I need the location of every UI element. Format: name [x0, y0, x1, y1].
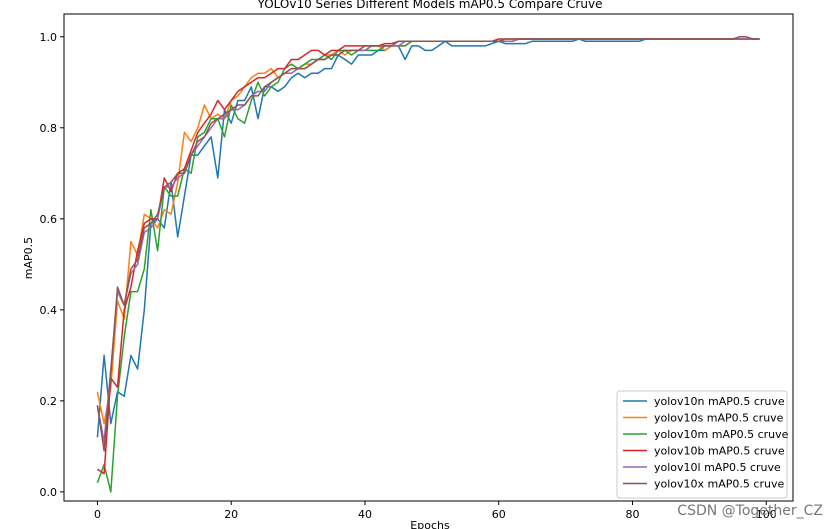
axes-frame: [63, 13, 794, 502]
y-tick-label: 0.6: [40, 213, 58, 226]
y-tick-label: 0.4: [40, 304, 58, 317]
legend-label: yolov10s mAP0.5 cruve: [654, 412, 784, 425]
x-tick-label: 80: [625, 508, 639, 521]
y-axis: 0.0 0.2 0.4 0.6 0.8 1.0: [40, 31, 64, 499]
plot-area: [96, 36, 760, 493]
x-tick-label: 20: [224, 508, 238, 521]
legend-label: yolov10l mAP0.5 cruve: [654, 461, 781, 474]
x-axis-title: Epochs: [410, 519, 450, 529]
x-axis: 0 20 40 60 80 100: [94, 501, 777, 521]
series-line-5: [96, 36, 760, 452]
y-axis-title: mAP0.5: [22, 237, 35, 279]
x-tick-label: 100: [756, 508, 777, 521]
series-line-1: [96, 38, 760, 425]
y-tick-label: 0.8: [40, 122, 58, 135]
chart-title: YOLOv10 Series Different Models mAP0.5 C…: [257, 0, 603, 11]
legend-box: [616, 390, 788, 499]
legend-label: yolov10m mAP0.5 cruve: [654, 428, 789, 441]
legend: yolov10n mAP0.5 cruve yolov10s mAP0.5 cru…: [616, 390, 789, 499]
x-tick-label: 0: [94, 508, 101, 521]
x-tick-label: 60: [492, 508, 506, 521]
y-tick-label: 1.0: [40, 31, 58, 44]
x-tick-label: 40: [358, 508, 372, 521]
legend-label: yolov10n mAP0.5 cruve: [654, 395, 785, 408]
series-line-4: [96, 38, 760, 443]
legend-label: yolov10x mAP0.5 cruve: [654, 478, 784, 491]
series-line-0: [96, 38, 760, 438]
y-tick-label: 0.2: [40, 395, 58, 408]
watermark: CSDN @Together_CZ: [677, 503, 823, 519]
y-tick-label: 0.0: [40, 486, 58, 499]
legend-label: yolov10b mAP0.5 cruve: [654, 445, 785, 458]
